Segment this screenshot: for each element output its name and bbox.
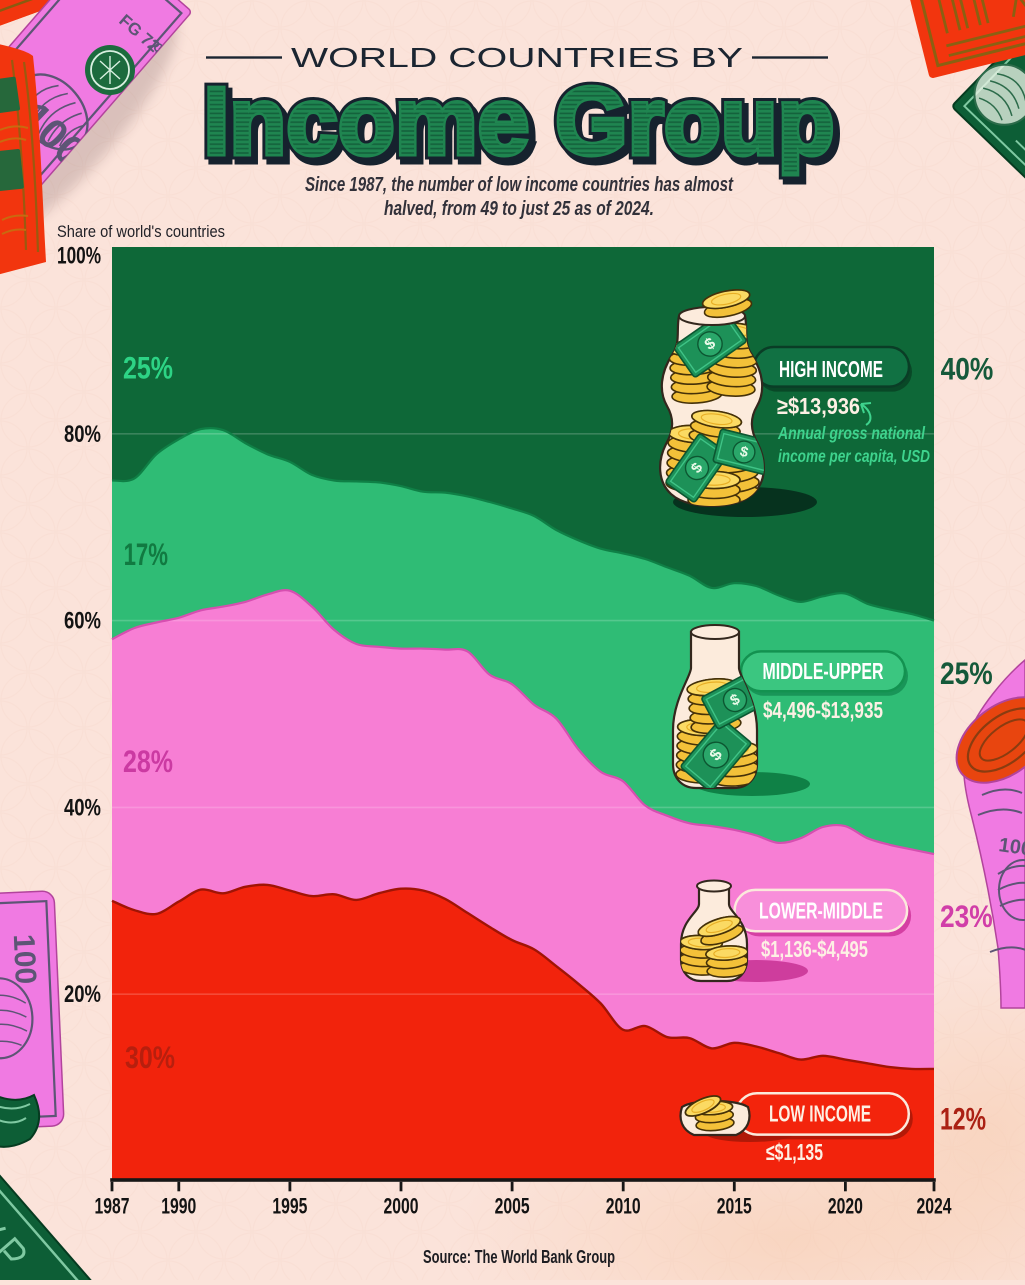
svg-text:60%: 60% — [64, 608, 101, 635]
svg-text:LOW INCOME: LOW INCOME — [769, 1101, 871, 1127]
svg-text:Share of world's countries: Share of world's countries — [57, 222, 225, 241]
svg-text:1990: 1990 — [161, 1194, 196, 1219]
svg-text:≥$13,936: ≥$13,936 — [777, 393, 860, 419]
svg-text:100: 100 — [7, 933, 42, 984]
svg-text:≤$1,135: ≤$1,135 — [766, 1139, 823, 1165]
svg-text:LOWER-MIDDLE: LOWER-MIDDLE — [759, 898, 883, 924]
svg-text:Income Group: Income Group — [208, 73, 839, 180]
svg-text:Income Group: Income Group — [204, 68, 835, 175]
svg-text:40%: 40% — [64, 794, 101, 821]
svg-text:$: $ — [738, 444, 750, 461]
svg-text:100%: 100% — [57, 242, 101, 269]
svg-text:2024: 2024 — [917, 1194, 953, 1219]
svg-text:1995: 1995 — [272, 1194, 307, 1219]
svg-text:2015: 2015 — [717, 1194, 752, 1219]
svg-text:40%: 40% — [941, 351, 994, 387]
svg-text:$1,136-$4,495: $1,136-$4,495 — [761, 936, 868, 962]
svg-text:Income Group: Income Group — [204, 68, 835, 175]
svg-text:Annual gross national: Annual gross national — [777, 423, 926, 443]
svg-text:28%: 28% — [123, 743, 173, 779]
svg-text:20%: 20% — [64, 981, 101, 1008]
svg-text:1987: 1987 — [95, 1194, 130, 1219]
svg-text:2005: 2005 — [495, 1194, 530, 1219]
svg-text:2000: 2000 — [384, 1194, 419, 1219]
svg-text:17%: 17% — [124, 536, 168, 572]
svg-text:12%: 12% — [940, 1101, 986, 1137]
svg-text:income per capita, USD: income per capita, USD — [778, 446, 930, 466]
svg-text:25%: 25% — [940, 655, 993, 691]
svg-text:Since 1987, the number of low: Since 1987, the number of low income cou… — [305, 174, 734, 196]
svg-text:2010: 2010 — [606, 1194, 641, 1219]
svg-text:HIGH INCOME: HIGH INCOME — [779, 356, 883, 382]
svg-text:MIDDLE-UPPER: MIDDLE-UPPER — [763, 658, 884, 684]
svg-text:2020: 2020 — [828, 1194, 863, 1219]
svg-text:25%: 25% — [123, 350, 173, 386]
svg-text:23%: 23% — [940, 898, 993, 934]
svg-text:100: 100 — [997, 834, 1025, 860]
svg-text:30%: 30% — [125, 1039, 175, 1075]
svg-text:Source: The World Bank Group: Source: The World Bank Group — [423, 1247, 615, 1267]
svg-text:halved, from 49 to just 25 as: halved, from 49 to just 25 as of 2024. — [384, 198, 654, 220]
svg-text:80%: 80% — [64, 421, 101, 448]
svg-text:$4,496-$13,935: $4,496-$13,935 — [763, 697, 883, 723]
svg-text:WORLD COUNTRIES BY: WORLD COUNTRIES BY — [291, 42, 743, 73]
